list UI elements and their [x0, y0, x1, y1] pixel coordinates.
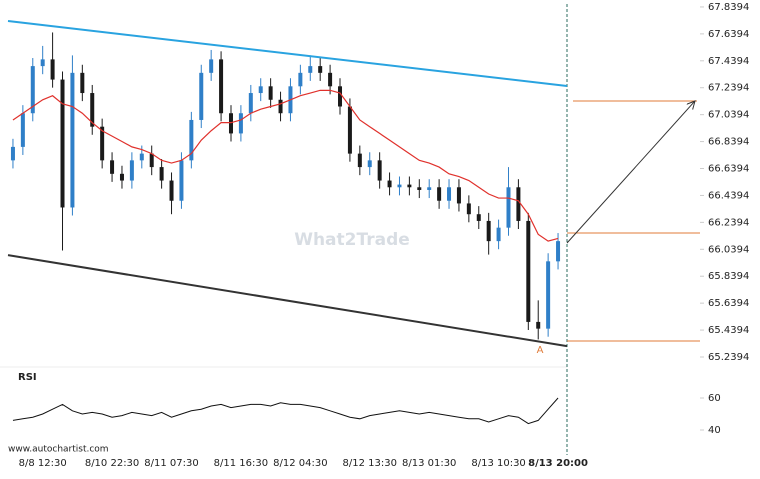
candle-body — [30, 66, 35, 114]
candle-body — [476, 214, 481, 221]
candle-body — [248, 93, 253, 114]
candle-body — [100, 126, 105, 161]
candle-body — [417, 187, 422, 190]
candle-body — [347, 106, 352, 154]
candle-body — [20, 113, 25, 147]
candle-body — [60, 79, 65, 208]
candle-body — [209, 59, 214, 73]
candle-body — [387, 180, 392, 188]
x-tick-label: 8/13 10:30 — [471, 458, 525, 469]
candle-body — [149, 153, 154, 168]
candle-body — [456, 187, 461, 204]
rsi-tick-label: 40 — [708, 425, 721, 436]
candle-body — [397, 184, 402, 188]
x-tick-label: 8/8 12:30 — [19, 458, 67, 469]
candle-body — [318, 66, 323, 73]
candle-body — [516, 187, 521, 221]
y-tick-label: 66.2394 — [708, 217, 749, 228]
rsi-line — [12, 397, 559, 425]
candle-body — [258, 86, 263, 94]
channel-lower — [7, 254, 568, 348]
candle-body — [357, 153, 362, 168]
candle-body — [308, 66, 313, 73]
candle-body — [546, 261, 551, 329]
y-tick-label: 65.2394 — [708, 352, 749, 363]
y-tick-label: 66.8394 — [708, 137, 749, 148]
candle-body — [159, 167, 164, 181]
candle-body — [268, 86, 273, 100]
candle-body — [506, 187, 511, 228]
forecast-arrow — [566, 101, 695, 244]
candle-body — [129, 160, 134, 181]
candle-body — [278, 99, 283, 114]
y-tick-label: 67.8394 — [708, 2, 749, 13]
candle-body — [377, 160, 382, 181]
candle-body — [10, 146, 15, 161]
watermark: What2Trade — [294, 230, 410, 250]
candle-body — [338, 86, 343, 107]
candle-body — [169, 180, 174, 201]
candle-body — [407, 184, 412, 188]
source: www.autochartist.com — [8, 445, 109, 455]
candle-body — [556, 241, 561, 262]
rsi-title: RSI — [18, 372, 37, 383]
x-tick-label: 8/11 16:30 — [214, 458, 268, 469]
candle-body — [70, 72, 75, 208]
y-tick-label: 66.6394 — [708, 164, 749, 175]
candle-body — [427, 187, 432, 190]
candle-body — [496, 227, 501, 242]
x-tick-label: 8/13 01:30 — [402, 458, 456, 469]
y-tick-label: 67.2394 — [708, 83, 749, 94]
candle-body — [466, 203, 471, 215]
candle-body — [189, 119, 194, 161]
x-tick-label: 8/10 22:30 — [85, 458, 139, 469]
candle-body — [238, 113, 243, 134]
moving-average — [12, 89, 559, 242]
x-tick-label: 8/13 20:00 — [528, 458, 588, 469]
candle-body — [526, 220, 531, 322]
candle-body — [219, 59, 224, 114]
y-tick-label: 67.0394 — [708, 110, 749, 121]
rsi-tick-label: 60 — [708, 393, 721, 404]
candle-body — [119, 173, 124, 181]
candle-body — [367, 160, 372, 168]
candle-body — [40, 59, 45, 67]
candle-body — [328, 72, 333, 87]
pattern-label: A — [537, 345, 544, 356]
x-tick-label: 8/11 07:30 — [144, 458, 198, 469]
x-tick-label: 8/12 04:30 — [273, 458, 327, 469]
candle-body — [80, 72, 85, 94]
candle-body — [139, 153, 144, 161]
y-tick-label: 67.4394 — [708, 56, 749, 67]
candle-body — [50, 59, 55, 80]
y-tick-label: 66.4394 — [708, 190, 749, 201]
y-tick-label: 65.8394 — [708, 271, 749, 282]
candle-body — [447, 187, 452, 201]
candle-body — [199, 72, 204, 120]
candle-body — [298, 72, 303, 87]
x-tick-label: 8/12 13:30 — [343, 458, 397, 469]
y-tick-label: 65.6394 — [708, 298, 749, 309]
candle-body — [486, 220, 491, 242]
candle-body — [90, 93, 95, 127]
candle-body — [437, 187, 442, 201]
y-tick-label: 65.4394 — [708, 325, 749, 336]
candle-body — [228, 113, 233, 134]
y-tick-label: 67.6394 — [708, 29, 749, 40]
candle-body — [110, 160, 115, 174]
candle-body — [179, 160, 184, 201]
candle-body — [536, 321, 541, 329]
y-tick-label: 66.0394 — [708, 244, 749, 255]
channel-upper — [7, 20, 568, 88]
